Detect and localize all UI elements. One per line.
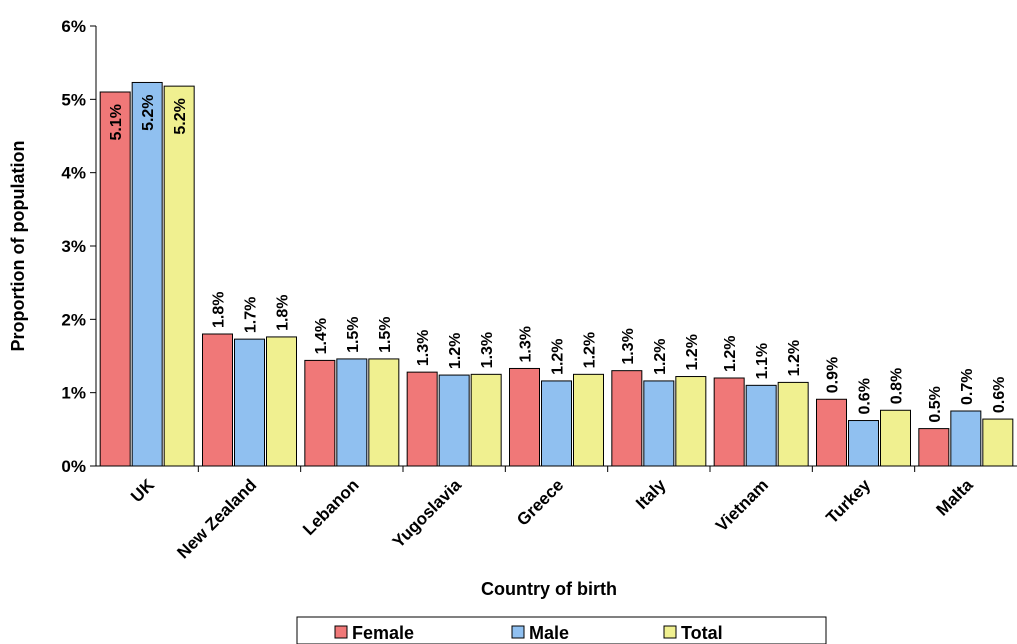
legend-label-female: Female — [352, 623, 414, 643]
bar-total — [777, 381, 809, 467]
bar-male — [950, 410, 982, 467]
data-label: 1.3% — [518, 326, 535, 362]
legend-label-male: Male — [529, 623, 569, 643]
data-label: 1.3% — [479, 332, 496, 368]
bar-male — [131, 81, 163, 467]
bar-total — [675, 376, 707, 467]
y-tick-label: 3% — [61, 237, 86, 256]
bar-female — [611, 370, 643, 467]
data-label: 1.5% — [345, 316, 362, 352]
data-label: 1.3% — [620, 328, 637, 364]
y-tick-label: 5% — [61, 90, 86, 109]
x-category-label: Italy — [632, 475, 670, 513]
bar-male — [848, 420, 879, 467]
y-tick-label: 0% — [61, 457, 86, 476]
data-label: 1.2% — [722, 336, 739, 372]
data-label: 1.4% — [313, 318, 330, 354]
data-label: 1.2% — [652, 338, 669, 374]
bar-female — [509, 367, 540, 467]
bar-female — [406, 371, 438, 467]
data-label: 0.6% — [857, 378, 874, 414]
y-tick-label: 4% — [61, 164, 86, 183]
data-label: 0.7% — [959, 369, 976, 405]
bar-female — [918, 428, 950, 467]
bar-female — [816, 398, 847, 467]
data-label: 0.5% — [927, 386, 944, 422]
data-label: 1.7% — [243, 297, 260, 333]
bar-total — [163, 85, 195, 467]
y-tick-label: 6% — [61, 17, 86, 36]
data-label: 1.1% — [754, 343, 771, 379]
plot-area: 0% 1% 2% 3% 4% 5% 6% 5.1% 5.2% 5.2% UK 1.8% 1.7% 1.8%… — [61, 17, 1017, 562]
x-category-label: UK — [127, 475, 158, 506]
data-label: 1.3% — [415, 330, 432, 366]
bar-total — [880, 409, 911, 467]
y-tick-label: 1% — [61, 384, 86, 403]
bar-male — [336, 358, 368, 467]
data-label: 1.2% — [550, 338, 567, 374]
bar-total — [470, 373, 502, 467]
x-category-label: Vietnam — [712, 475, 772, 535]
data-label: 1.2% — [582, 332, 599, 368]
data-label: 0.6% — [991, 377, 1008, 413]
legend-label-total: Total — [681, 623, 723, 643]
bar-female — [202, 333, 233, 467]
x-category-label: New Zealand — [173, 475, 260, 562]
legend-swatch-male — [511, 625, 525, 639]
legend: Female Male Total — [296, 616, 827, 644]
legend-swatch-total — [663, 625, 677, 639]
x-category-label: Greece — [513, 475, 567, 529]
legend-swatch-female — [334, 625, 348, 639]
bar-female — [99, 91, 131, 467]
x-category-label: Yugoslavia — [389, 475, 466, 552]
data-label: 1.2% — [786, 340, 803, 376]
data-label: 1.2% — [447, 333, 464, 369]
bar-total — [368, 358, 400, 467]
data-label: 0.9% — [825, 357, 842, 393]
x-category-label: Lebanon — [299, 475, 363, 539]
data-label: 1.5% — [377, 316, 394, 352]
bar-total — [573, 373, 604, 467]
bar-male — [541, 380, 572, 467]
data-label: 5.2% — [172, 98, 189, 134]
x-category-label: Malta — [932, 475, 977, 520]
bar-male — [234, 338, 265, 467]
bar-female — [304, 359, 336, 467]
bar-male — [643, 380, 675, 467]
x-category-label: Turkey — [822, 475, 874, 527]
bar-total — [982, 418, 1014, 467]
bar-female — [713, 377, 745, 467]
y-axis-title: Proportion of population — [8, 141, 28, 352]
data-label: 5.2% — [140, 94, 157, 130]
legend-box — [296, 616, 827, 644]
data-label: 0.8% — [889, 368, 906, 404]
x-axis-title: Country of birth — [481, 579, 617, 599]
bar-male — [745, 384, 777, 467]
data-label: 1.2% — [684, 334, 701, 370]
data-label: 1.8% — [211, 292, 228, 328]
data-label: 5.1% — [108, 104, 125, 140]
bar-total — [266, 336, 297, 467]
bar-male — [438, 374, 470, 467]
y-tick-label: 2% — [61, 310, 86, 329]
data-label: 1.8% — [275, 294, 292, 330]
